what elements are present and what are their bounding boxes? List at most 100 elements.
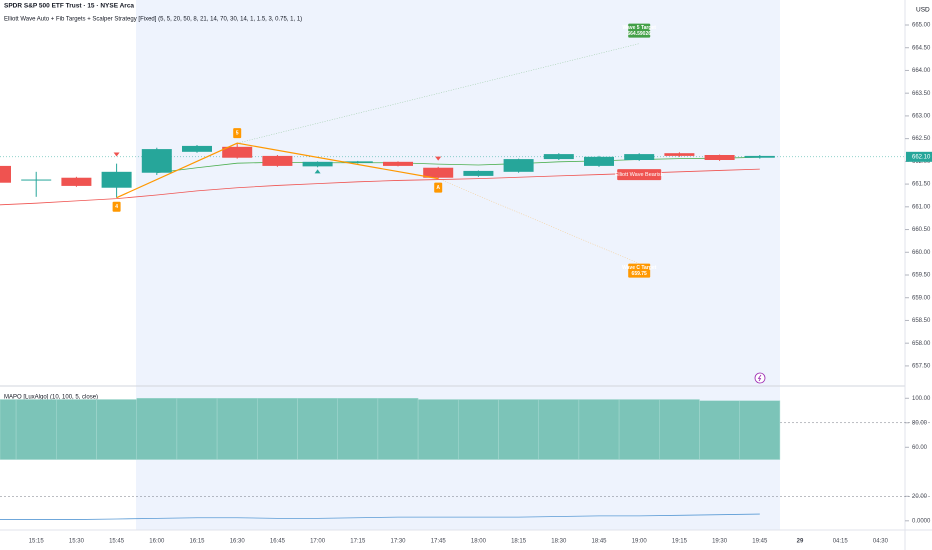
candle-body <box>463 170 494 176</box>
y-tick-label: 658.50 <box>912 318 931 324</box>
histogram-bar <box>739 400 781 460</box>
candle-body <box>21 179 52 181</box>
target-projection <box>237 43 640 144</box>
histogram-bar <box>257 398 298 460</box>
x-tick-label: 18:15 <box>511 539 527 545</box>
histogram-bar <box>618 399 660 460</box>
x-tick-label: 15:15 <box>29 539 45 545</box>
histogram-bar <box>417 399 459 460</box>
candle-body <box>302 161 333 167</box>
status-label-box <box>617 169 662 181</box>
event-bolt <box>757 374 762 382</box>
y-tick-label: 665.00 <box>912 23 931 29</box>
y-tick-label: 660.50 <box>912 227 931 233</box>
x-tick-label: 18:45 <box>591 539 607 545</box>
histogram-bar <box>458 399 499 460</box>
histogram-bar <box>699 400 740 460</box>
histogram-bar <box>176 398 218 460</box>
x-tick-label: 15:45 <box>109 539 125 545</box>
x-tick-label: 16:45 <box>270 539 286 545</box>
x-tick-label: 29 <box>797 539 804 545</box>
histogram-bar <box>337 398 379 460</box>
wave-marker <box>112 201 121 212</box>
y-tick-label: 661.00 <box>912 204 931 210</box>
y-tick-label: 661.50 <box>912 182 931 188</box>
mapo-title: MAPO [LuxAlgo] (10, 100, 5, close) <box>4 395 98 401</box>
histogram-bar <box>297 398 338 460</box>
candle-body <box>0 165 11 183</box>
histogram-bar <box>498 399 539 460</box>
candle-body <box>503 159 534 172</box>
x-tick-label: 17:45 <box>431 539 447 545</box>
target-label: Wave 5 Target <box>623 25 657 31</box>
candle-body <box>744 155 775 158</box>
x-tick-label: 15:30 <box>69 539 85 545</box>
last-price-tag <box>906 151 932 162</box>
histogram-bar <box>578 399 620 460</box>
histogram-bar <box>216 398 258 460</box>
x-tick-label: 16:15 <box>189 539 205 545</box>
candle-body <box>584 156 614 166</box>
y-tick-label: 664.00 <box>912 68 931 74</box>
signal-arrow <box>314 169 321 174</box>
target-value: 659.75 <box>632 271 648 277</box>
y-tick-label: 659.00 <box>912 295 931 301</box>
wave-label: 5 <box>236 131 239 137</box>
y-tick-label: 662.50 <box>912 136 931 142</box>
x-tick-label: 19:00 <box>632 539 648 545</box>
signal-arrow <box>113 152 120 157</box>
target-label-box <box>628 263 651 278</box>
symbol-title: SPDR S&P 500 ETF Trust · 15 · NYSE Arca <box>4 3 134 10</box>
indicator-title: Elliott Wave Auto + Fib Targets + Scalpe… <box>4 17 302 23</box>
x-tick-label: 04:30 <box>873 539 889 545</box>
x-tick-label: 18:00 <box>471 539 487 545</box>
candle-body <box>182 145 212 152</box>
target-label-box <box>628 23 651 38</box>
signal-arrow <box>435 156 442 161</box>
wave-label: A <box>436 185 440 191</box>
wave-marker <box>434 182 443 193</box>
y-tick-label: 663.00 <box>912 113 931 119</box>
candle-body <box>704 155 735 160</box>
histogram-bar <box>538 399 580 460</box>
x-tick-label: 17:15 <box>350 539 366 545</box>
x-tick-label: 17:00 <box>310 539 326 545</box>
candle-body <box>423 167 454 178</box>
histogram-bar <box>136 398 178 460</box>
y-tick-label: 20.00 <box>912 494 928 500</box>
x-tick-label: 19:15 <box>672 539 688 545</box>
y-tick-label: 80.00 <box>912 420 928 426</box>
wave-marker <box>233 128 242 139</box>
histogram-bar <box>15 399 57 460</box>
candle-body <box>383 161 413 166</box>
candle-body <box>624 154 655 160</box>
candle-body <box>543 154 574 160</box>
event-icon[interactable] <box>754 372 766 384</box>
x-tick-label: 04:15 <box>833 539 849 545</box>
x-tick-label: 19:45 <box>752 539 768 545</box>
wave-label: 4 <box>115 204 118 210</box>
y-tick-label: 658.00 <box>912 341 931 347</box>
candle-body <box>222 146 253 158</box>
x-tick-label: 17:30 <box>390 539 406 545</box>
candle-body <box>61 177 92 186</box>
last-price-label: 662.10 <box>912 154 931 160</box>
histogram-bar <box>56 399 97 460</box>
x-tick-label: 16:30 <box>230 539 246 545</box>
x-tick-label: 16:00 <box>149 539 165 545</box>
wave-zigzag <box>116 142 439 199</box>
target-label: Wave C Target <box>622 265 657 271</box>
candle-body <box>262 155 293 166</box>
status-label: Elliott Wave Bearish <box>615 172 664 178</box>
target-value: 664.59026 <box>627 31 651 37</box>
y-tick-label: 663.50 <box>912 91 931 97</box>
moving-average <box>156 156 760 174</box>
y-tick-label: 659.50 <box>912 273 931 279</box>
y-tick-label: 0.0000 <box>912 518 931 524</box>
x-tick-label: 18:30 <box>551 539 567 545</box>
y-tick-label: 60.00 <box>912 445 928 451</box>
histogram-bar <box>377 398 419 460</box>
mapo-line <box>0 513 760 520</box>
currency: USD <box>916 7 930 14</box>
